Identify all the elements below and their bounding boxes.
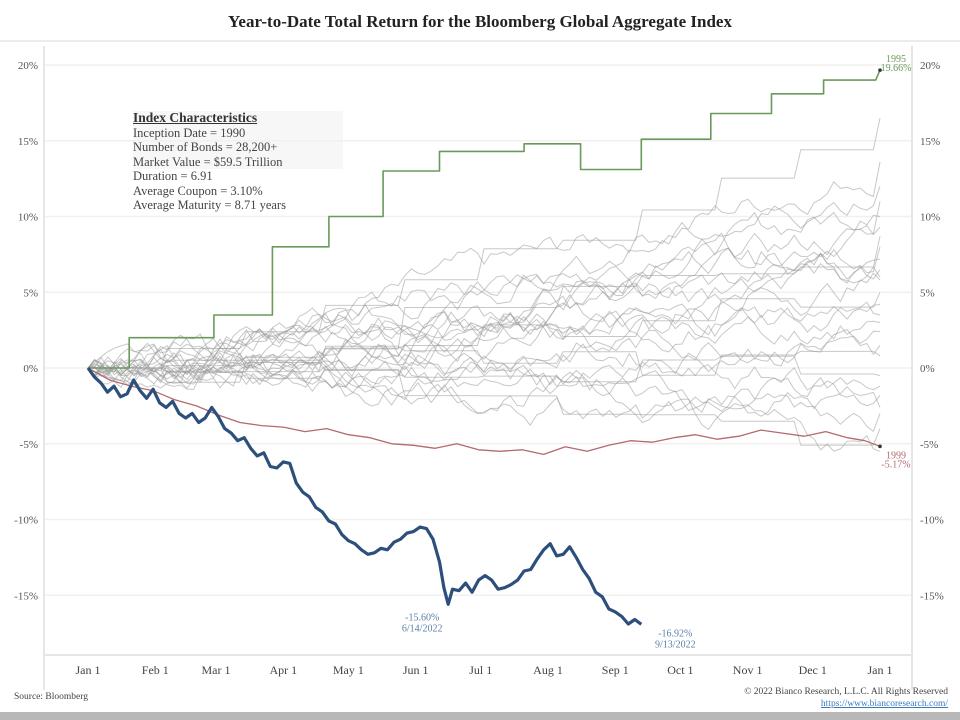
- y-tick-label: -15%: [920, 590, 944, 602]
- y-tick-label: 0%: [23, 363, 38, 375]
- series-year-label-1999: 1999: [886, 450, 906, 461]
- y-tick-label: 5%: [920, 287, 935, 299]
- other-year-line: [87, 328, 881, 389]
- series-end-marker-1995: [878, 68, 882, 72]
- other-year-line: [87, 301, 881, 383]
- series-end-marker-1999: [878, 444, 882, 449]
- characteristic-row: Average Maturity = 8.71 years: [133, 198, 343, 213]
- other-year-line: [87, 186, 881, 377]
- copyright-block: © 2022 Bianco Research, L.L.C. All Right…: [744, 686, 948, 710]
- series-end-value-1995: 19.66%: [881, 63, 912, 74]
- title-divider: [0, 40, 960, 42]
- website-link[interactable]: https://www.biancoresearch.com/: [820, 699, 948, 709]
- x-tick-label: Apr 1: [269, 663, 297, 677]
- highlighted-years-lines: [86, 68, 882, 626]
- other-year-line: [87, 358, 881, 452]
- series-line-1995: [88, 69, 881, 369]
- y-tick-label: -15%: [14, 590, 38, 602]
- x-axis-ticks: Jan 1 Feb 1 Mar 1 Apr 1 May 1 Jun 1 Jul 1 Aug 1…: [76, 663, 893, 677]
- x-tick-label: Aug 1: [533, 663, 563, 677]
- x-tick-label: Sep 1: [602, 663, 629, 677]
- other-year-line: [88, 292, 881, 383]
- y-tick-label: 20%: [920, 60, 940, 72]
- characteristic-row: Duration = 6.91: [133, 169, 343, 184]
- characteristic-row: Inception Date = 1990: [133, 125, 246, 140]
- index-characteristics-box: Index Characteristics Inception Date = 1…: [133, 110, 343, 213]
- annotation-value: -16.92%: [658, 628, 692, 639]
- chart-title: Year-to-Date Total Return for the Bloomb…: [228, 12, 732, 31]
- annotation-value: -15.60%: [405, 612, 439, 623]
- other-year-line: [88, 362, 881, 446]
- x-tick-label: Nov 1: [733, 663, 763, 677]
- characteristic-row: Average Coupon = 3.10%: [133, 183, 343, 198]
- x-tick-label: Mar 1: [202, 663, 231, 677]
- x-tick-label: May 1: [333, 663, 364, 677]
- series-line-2022: [86, 367, 643, 626]
- other-years-lines: [87, 117, 881, 452]
- x-tick-label: Oct 1: [667, 663, 693, 677]
- other-year-line: [88, 355, 881, 383]
- y-tick-label: -10%: [920, 515, 944, 527]
- y-tick-label: -10%: [14, 515, 38, 527]
- characteristic-row: Market Value = $59.5 Trillion: [133, 154, 283, 169]
- y-tick-label: 5%: [23, 287, 38, 299]
- y-tick-label: -5%: [20, 439, 38, 451]
- x-tick-label: Dec 1: [799, 663, 827, 677]
- x-tick-label: Jul 1: [469, 663, 492, 677]
- other-year-line: [87, 356, 881, 433]
- axes: [43, 46, 913, 690]
- index-characteristics-header: Index Characteristics: [133, 110, 258, 125]
- y-tick-label: -5%: [920, 439, 938, 451]
- bottom-border: [0, 712, 960, 720]
- series-end-value-1999: -5.17%: [881, 459, 910, 470]
- y-axis-right-ticks: 20% 15% 10% 5% 0% -5% -10% -15%: [920, 60, 944, 602]
- source-note: Source: Bloomberg: [14, 692, 88, 702]
- series-line-1999: [87, 367, 881, 456]
- x-tick-label: Jan 1: [868, 663, 893, 677]
- other-year-line: [87, 253, 881, 389]
- annotation-date: 9/13/2022: [655, 639, 696, 650]
- other-year-line: [87, 348, 881, 397]
- y-axis-left-ticks: 20% 15% 10% 5% 0% -5% -10% -15%: [14, 60, 38, 602]
- copyright-text: © 2022 Bianco Research, L.L.C. All Right…: [744, 687, 948, 697]
- y-tick-label: 10%: [18, 212, 38, 224]
- x-tick-label: Jun 1: [403, 663, 429, 677]
- other-year-line: [87, 316, 881, 380]
- y-tick-label: 15%: [920, 136, 940, 148]
- characteristic-row: Number of Bonds = 28,200+: [133, 140, 278, 154]
- annotations: -15.60%6/14/2022 -16.92%9/13/2022 199519.6…: [402, 54, 912, 650]
- annotation-date: 6/14/2022: [402, 623, 443, 634]
- y-tick-label: 20%: [18, 60, 38, 72]
- other-year-line: [87, 326, 881, 385]
- x-tick-label: Feb 1: [142, 663, 169, 677]
- y-tick-label: 0%: [920, 363, 935, 375]
- other-year-line: [87, 224, 881, 385]
- series-year-label-1995: 1995: [886, 54, 906, 65]
- x-tick-label: Jan 1: [76, 663, 101, 677]
- y-tick-label: 15%: [18, 136, 38, 148]
- other-year-line: [88, 236, 881, 369]
- other-year-line: [87, 201, 881, 382]
- y-tick-label: 10%: [920, 212, 940, 224]
